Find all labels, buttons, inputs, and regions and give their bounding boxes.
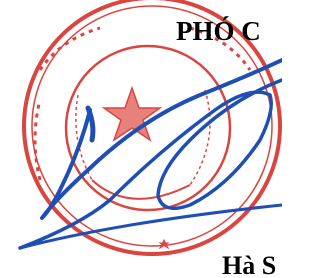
stamp-small-star (160, 240, 168, 248)
page: PHÓ C Hà S (() => { const data = JSON.pa… (0, 0, 282, 278)
signature (20, 60, 282, 248)
document-crop: PHÓ C Hà S (0, 0, 282, 278)
place-text: Hà S (222, 251, 276, 278)
heading-text: PHÓ C (176, 16, 261, 46)
stamp-wreath (92, 180, 190, 199)
stamp-ring-text (35, 28, 250, 180)
signature-start (88, 108, 93, 140)
